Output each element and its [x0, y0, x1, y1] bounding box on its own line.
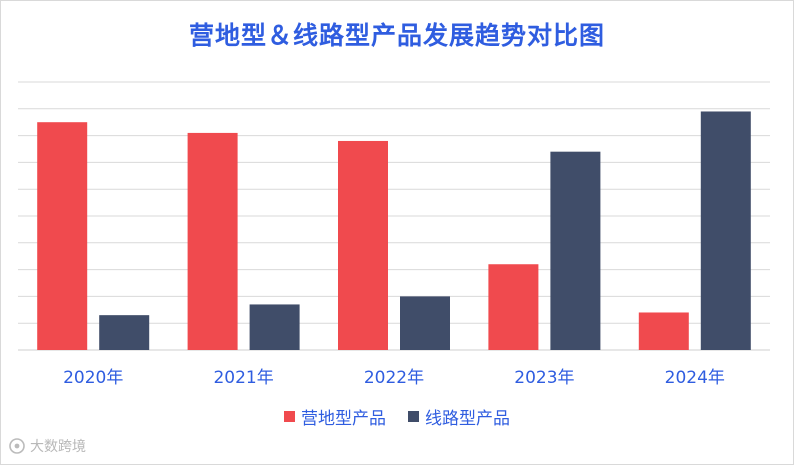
bar-camp-4 [638, 312, 689, 350]
watermark: 大数跨境 [8, 436, 86, 456]
gridlines [18, 81, 770, 351]
brand-logo-icon [9, 438, 25, 454]
bars [37, 111, 751, 350]
x-axis-ticks: 2020年 2021年 2022年 2023年 2024年 [63, 368, 725, 388]
watermark-text: 大数跨境 [30, 439, 86, 455]
bar-route-1 [249, 304, 300, 350]
bar-camp-3 [488, 264, 539, 350]
bar-camp-1 [187, 132, 238, 350]
bar-route-4 [700, 111, 751, 350]
x-tick-label: 2020年 [63, 368, 123, 388]
legend-item-route: 线路型产品 [408, 404, 510, 429]
legend-label-camp: 营地型产品 [301, 409, 386, 429]
bar-camp-2 [338, 140, 388, 350]
bar-route-0 [99, 315, 150, 350]
legend-swatch-route [408, 411, 419, 422]
legend: 营地型产品 线路型产品 [0, 404, 794, 429]
x-tick-label: 2023年 [514, 368, 574, 388]
x-tick-label: 2024年 [665, 368, 725, 388]
legend-label-route: 线路型产品 [425, 409, 510, 429]
bar-route-2 [400, 296, 450, 350]
x-tick-label: 2022年 [364, 368, 424, 388]
chart-title: 营地型＆线路型产品发展趋势对比图 [188, 21, 605, 50]
legend-item-camp: 营地型产品 [284, 404, 386, 429]
bar-camp-0 [37, 122, 88, 350]
x-tick-label: 2021年 [213, 368, 273, 388]
bar-route-3 [550, 151, 601, 350]
legend-swatch-camp [284, 411, 295, 422]
